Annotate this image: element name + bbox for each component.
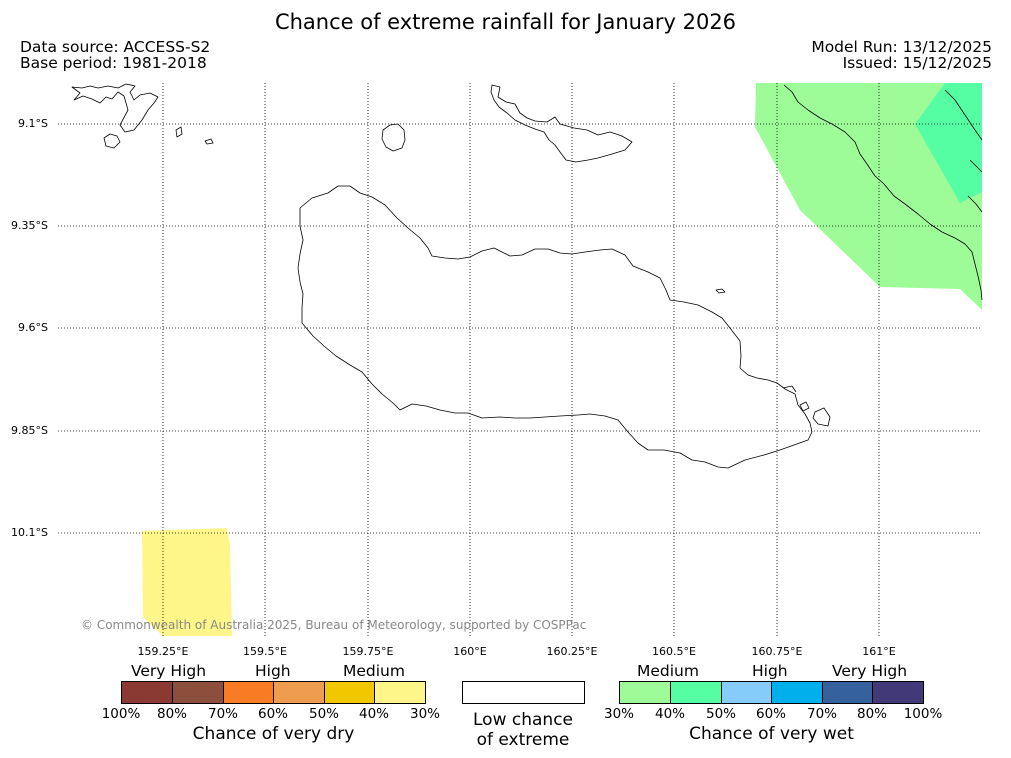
data-source-label: Data source: ACCESS-S2 [20, 38, 211, 56]
marau-sound-islets-coastline [782, 385, 831, 427]
wet-tick-label: 100% [903, 706, 943, 722]
dry-medium-region [142, 528, 232, 636]
low-chance-caption-line1: Low chance [473, 710, 573, 730]
wet-high-region [915, 83, 982, 203]
lon-label: 159.25°E [137, 645, 189, 658]
lat-label: 9.1°S [18, 117, 48, 130]
lat-label: 10.1°S [11, 526, 48, 539]
wet-tick-label: 30% [603, 706, 634, 722]
gridlines [58, 83, 982, 636]
east-coastline [969, 159, 983, 173]
dry-level-high: High [255, 662, 291, 680]
russell-islet-coastline [103, 133, 121, 149]
dry-tick-label: 100% [101, 706, 141, 722]
dry-level-very-high: Very High [131, 662, 207, 680]
map-title: Chance of extreme rainfall for January 2… [274, 10, 737, 34]
malaita-coastline [783, 84, 983, 301]
wet-level-very-high: Very High [832, 662, 908, 680]
savo-island-coastline [381, 123, 406, 152]
wet-tick-label: 70% [806, 706, 837, 722]
dry-caption: Chance of very dry [192, 724, 355, 744]
lon-label: 159.75°E [342, 645, 394, 658]
wet-tick-label: 60% [755, 706, 786, 722]
wet-tick-label: 50% [705, 706, 736, 722]
lon-label: 160°E [453, 645, 487, 658]
lon-label: 161°E [862, 645, 896, 658]
coastlines [71, 83, 983, 469]
east-islet-coastline [967, 195, 983, 213]
source-info: Data source: ACCESS-S2 Base period: 1981… [20, 39, 210, 71]
lat-label: 9.85°S [11, 424, 48, 437]
dry-level-medium: Medium [343, 662, 405, 680]
dry-tick-label: 60% [257, 706, 288, 722]
copyright-notice: © Commonwealth of Australia 2025, Bureau… [81, 618, 587, 632]
lat-label: 9.35°S [11, 219, 48, 232]
wet-level-high: High [752, 662, 788, 680]
wet-caption: Chance of very wet [689, 724, 854, 744]
wet-level-medium: Medium [637, 662, 699, 680]
islet-coastline [175, 126, 183, 138]
low-chance-caption-line2: of extreme [476, 730, 570, 750]
dry-tick-label: 40% [358, 706, 389, 722]
dry-tick-label: 80% [156, 706, 187, 722]
islet-coastline [204, 138, 214, 145]
florida-islands-coastline [490, 84, 633, 163]
base-period-label: Base period: 1981-2018 [20, 54, 207, 72]
dry-tick-label: 70% [207, 706, 238, 722]
malaita-north-coastline [944, 89, 983, 141]
lon-label: 160.5°E [652, 645, 696, 658]
dry-tick-label: 50% [308, 706, 339, 722]
lon-label: 159.5°E [243, 645, 287, 658]
model-run-label: Model Run: 13/12/2025 [811, 38, 992, 56]
guadalcanal-coastline [297, 185, 813, 469]
run-info: Model Run: 13/12/2025 Issued: 15/12/2025 [811, 39, 992, 71]
issued-label: Issued: 15/12/2025 [842, 54, 992, 72]
dry-tick-label: 30% [409, 706, 440, 722]
wet-tick-label: 80% [856, 706, 887, 722]
russell-islands-coastline [71, 83, 159, 133]
lon-label: 160.25°E [546, 645, 598, 658]
lon-label: 160.75°E [751, 645, 803, 658]
wet-tick-label: 40% [654, 706, 685, 722]
lat-label: 9.6°S [18, 321, 48, 334]
reef-islet-coastline [715, 288, 726, 294]
